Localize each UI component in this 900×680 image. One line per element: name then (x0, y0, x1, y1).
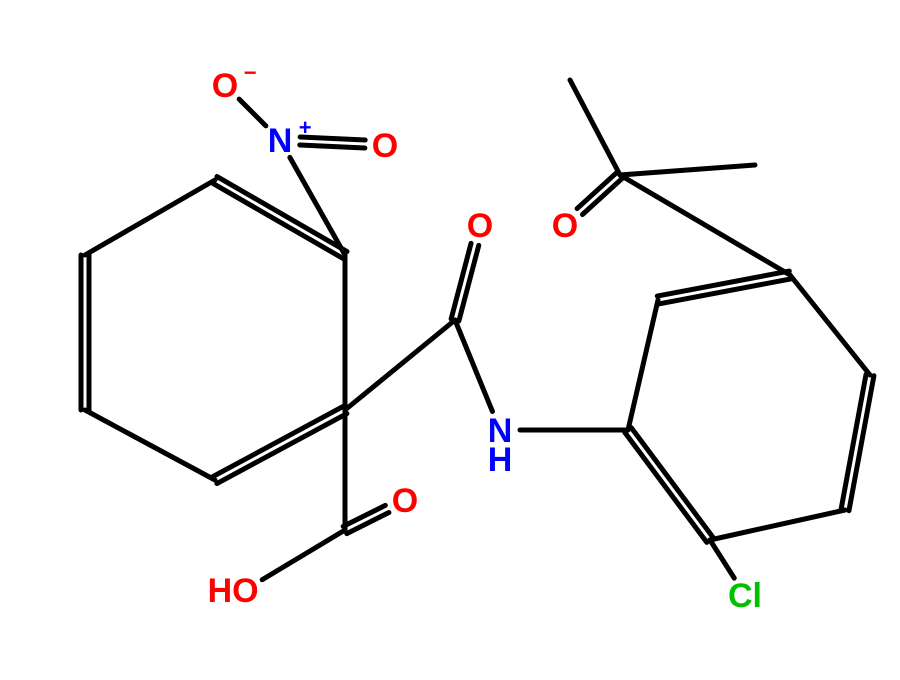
atom-o_nitro2: O (372, 127, 398, 165)
atom-o_nitro1: O (212, 67, 238, 105)
atom-o_amide: O (467, 207, 493, 245)
atom-o_oh: HO (208, 572, 259, 610)
atom-n_nitro: N (268, 122, 293, 160)
atom-cl: Cl (728, 577, 762, 615)
svg-text:+: + (299, 115, 312, 140)
molecule-diagram: N+O−OHOOONHClO (0, 0, 900, 680)
svg-text:H: H (488, 441, 513, 479)
atom-o_dbl: O (392, 482, 418, 520)
atom-o_ester1: O (552, 207, 578, 245)
svg-text:−: − (244, 60, 257, 85)
